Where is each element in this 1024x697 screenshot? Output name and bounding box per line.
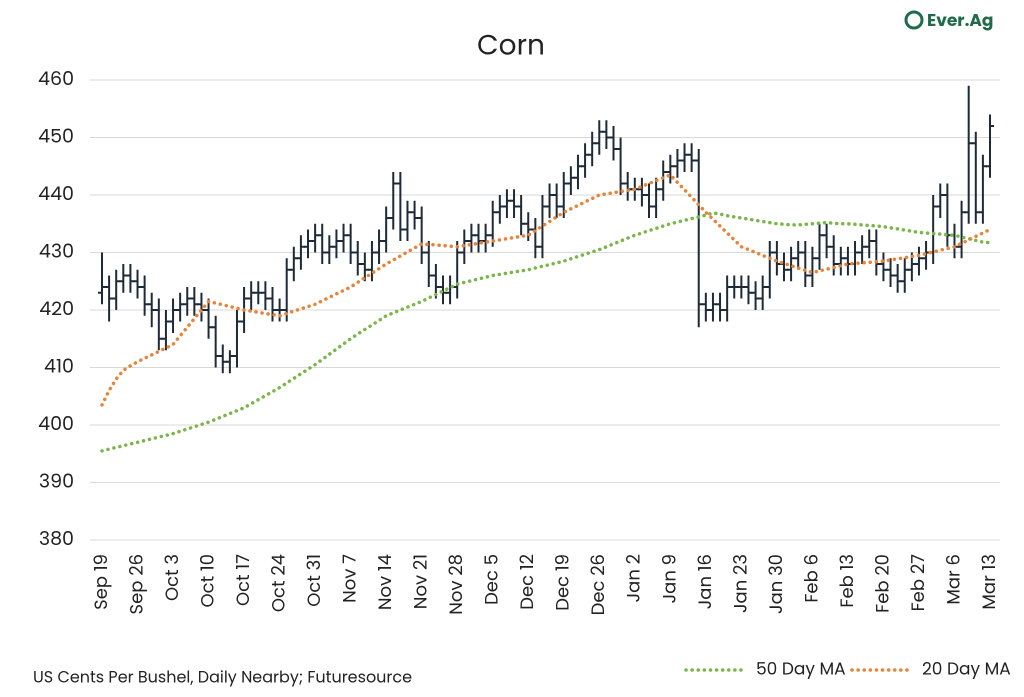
x-tick-label: Oct 10 — [195, 554, 220, 608]
x-tick-label: Nov 7 — [338, 554, 363, 603]
x-tick-label: Feb 13 — [835, 554, 860, 608]
y-tick-label: 460 — [38, 65, 74, 92]
x-tick-label: Feb 20 — [870, 554, 895, 613]
x-tick-label: Jan 9 — [657, 554, 682, 603]
x-tick-label: Sep 26 — [124, 554, 149, 614]
y-tick-label: 390 — [39, 468, 74, 495]
y-tick-label: 410 — [44, 353, 74, 380]
x-tick-label: Mar 13 — [977, 554, 1002, 610]
x-tick-label: Oct 24 — [267, 554, 292, 612]
ohlc-bar — [986, 114, 994, 178]
x-tick-label: Sep 19 — [89, 554, 114, 610]
x-tick-label: Jan 23 — [728, 554, 753, 613]
source-note: US Cents Per Bushel, Daily Nearby; Futur… — [33, 665, 412, 688]
x-tick-label: Dec 26 — [586, 554, 611, 615]
moving-average-line — [100, 211, 992, 453]
chart-title: Corn — [477, 26, 545, 65]
logo-icon — [904, 10, 924, 30]
moving-average-line — [100, 172, 992, 407]
y-tick-label: 420 — [39, 295, 74, 322]
x-tick-label: Jan 30 — [764, 554, 789, 614]
y-tick-label: 450 — [38, 123, 74, 150]
x-tick-label: Nov 14 — [373, 554, 398, 610]
x-tick-label: Feb 27 — [906, 554, 931, 612]
x-tick-label: Oct 17 — [231, 554, 256, 606]
legend-label: 50 Day MA — [756, 657, 846, 681]
x-tick-label: Dec 5 — [480, 554, 505, 605]
x-tick-label: Jan 16 — [693, 554, 718, 609]
legend-label: 20 Day MA — [922, 657, 1011, 681]
x-tick-label: Dec 12 — [515, 554, 540, 610]
logo: Ever.Ag — [904, 8, 993, 32]
x-tick-label: Oct 31 — [302, 554, 327, 607]
x-tick-label: Feb 6 — [799, 554, 824, 603]
y-tick-label: 380 — [39, 525, 74, 552]
x-tick-label: Nov 21 — [409, 554, 434, 609]
logo-text: Ever.Ag — [927, 8, 993, 32]
x-tick-label: Oct 3 — [160, 554, 185, 601]
y-tick-label: 400 — [38, 410, 74, 437]
y-tick-label: 430 — [39, 238, 74, 265]
x-tick-label: Mar 6 — [941, 554, 966, 605]
y-tick-label: 440 — [38, 180, 74, 207]
x-tick-label: Dec 19 — [551, 554, 576, 611]
x-tick-label: Nov 28 — [444, 554, 469, 615]
x-tick-label: Jan 2 — [622, 554, 647, 602]
